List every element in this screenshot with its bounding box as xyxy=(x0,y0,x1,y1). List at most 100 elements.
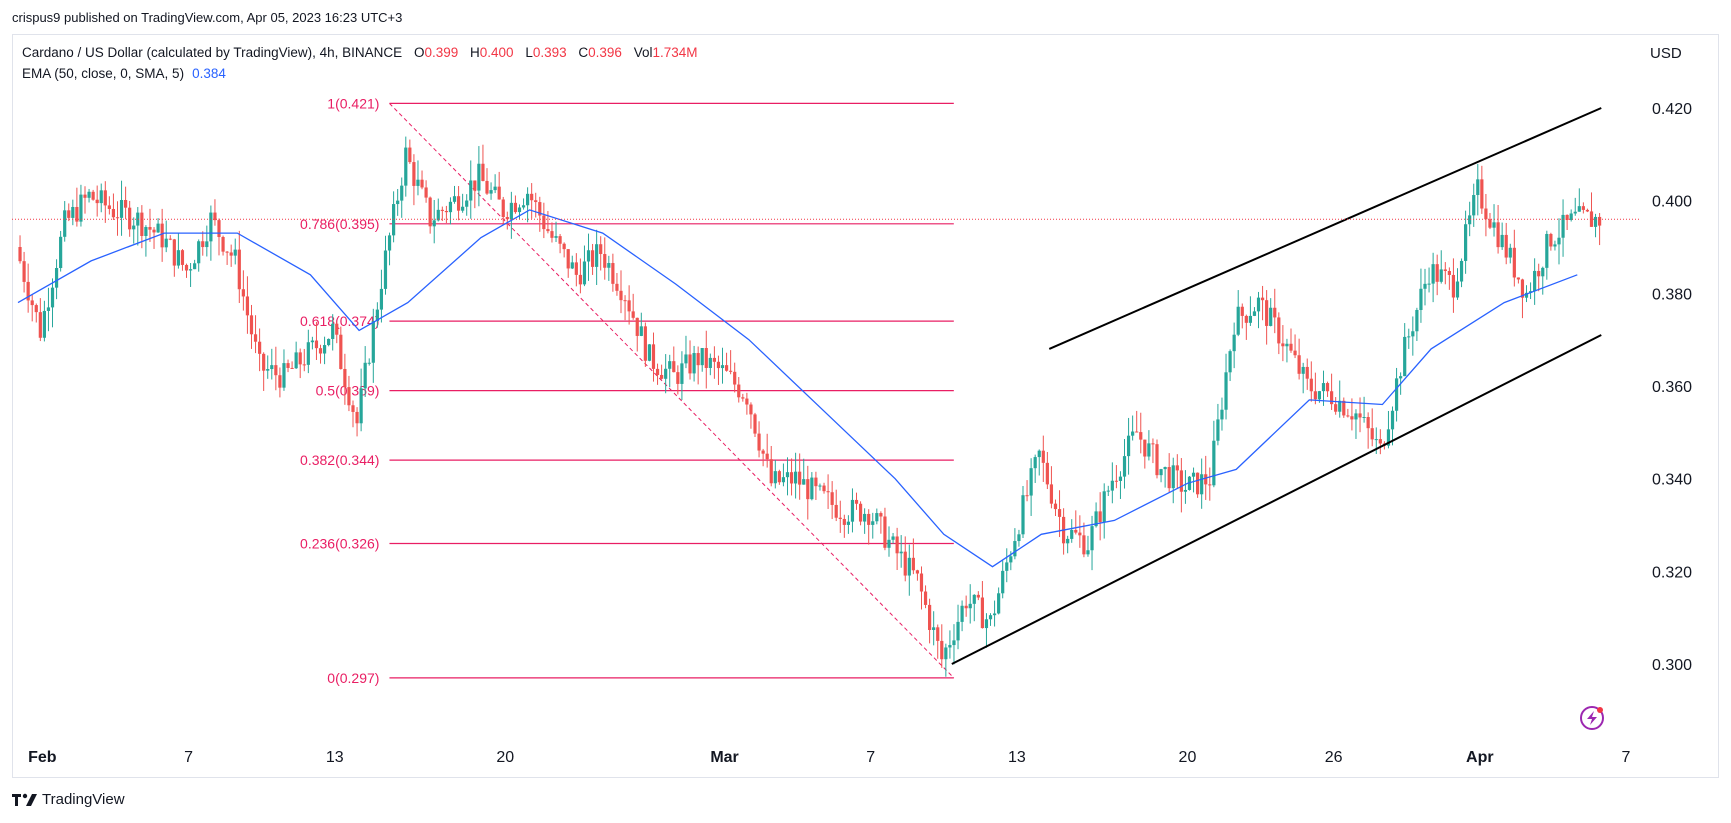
candle-body xyxy=(91,191,95,200)
fibonacci-retracement[interactable]: 1(0.421)0.786(0.395)0.618(0.374)0.5(0.35… xyxy=(300,95,955,686)
candle-body xyxy=(1407,336,1411,338)
candle-body xyxy=(988,615,993,620)
candle-body xyxy=(266,369,270,371)
candle-body xyxy=(1354,413,1358,420)
candle-body xyxy=(1386,429,1391,446)
channel-lower-line[interactable] xyxy=(951,334,1602,665)
candle-body xyxy=(1191,472,1196,477)
candle-body xyxy=(152,229,156,233)
candle-body xyxy=(1350,416,1354,420)
candle-body xyxy=(1200,474,1204,495)
candle-body xyxy=(233,249,237,256)
candle-body xyxy=(936,627,940,641)
candle-body xyxy=(1325,383,1330,392)
candle-body xyxy=(1285,343,1289,347)
candle-body xyxy=(948,645,952,648)
candle-body xyxy=(899,551,903,554)
candle-body xyxy=(932,627,936,630)
time-axis[interactable]: Feb 7 13 20 Mar 7 13 20 26 Apr 7 xyxy=(28,749,1630,766)
candle-body xyxy=(1464,224,1468,261)
candle-body xyxy=(132,225,136,230)
candle-body xyxy=(623,300,627,302)
candle-body xyxy=(582,261,587,285)
candle-body xyxy=(1309,378,1313,392)
candle-body xyxy=(262,353,266,371)
candle-body xyxy=(306,342,310,365)
candle-body xyxy=(1252,311,1257,316)
candle-body xyxy=(1009,556,1013,563)
candle-body xyxy=(631,311,635,318)
ema-series xyxy=(17,209,1578,568)
candle-body xyxy=(392,204,396,236)
candle-body xyxy=(964,605,968,609)
time-tick-label: 26 xyxy=(1325,749,1343,766)
candle-body xyxy=(209,212,213,242)
candle-body xyxy=(456,196,461,211)
time-tick-label: Feb xyxy=(28,749,57,766)
candle-body xyxy=(1082,535,1086,555)
candle-body xyxy=(1301,366,1305,374)
candle-body xyxy=(128,207,132,230)
candle-body xyxy=(773,471,777,484)
currency-label[interactable]: USD xyxy=(1650,45,1682,62)
candle-body xyxy=(1520,279,1525,298)
trend-channel[interactable] xyxy=(951,107,1602,665)
candle-body xyxy=(660,374,664,379)
candle-body xyxy=(1394,378,1399,411)
candle-body xyxy=(944,647,948,660)
candle-body xyxy=(497,186,501,200)
candle-body xyxy=(245,296,250,316)
candle-body xyxy=(651,344,656,369)
candle-body xyxy=(1573,211,1577,214)
fib-level-label: 0.382(0.344) xyxy=(300,452,379,468)
brand-name: TradingView xyxy=(42,791,125,808)
candle-body xyxy=(310,340,314,343)
symbol-legend[interactable]: Cardano / US Dollar (calculated by Tradi… xyxy=(22,45,698,60)
candle-body xyxy=(298,352,302,365)
replay-icon[interactable] xyxy=(1580,706,1604,730)
candle-body xyxy=(550,231,554,238)
candle-body xyxy=(42,310,46,338)
tradingview-logo-icon xyxy=(12,793,37,806)
candle-body xyxy=(412,162,416,186)
candle-body xyxy=(184,264,189,271)
candle-body xyxy=(802,479,806,485)
candle-body xyxy=(54,267,59,288)
candle-body xyxy=(883,516,887,548)
time-tick-label: 7 xyxy=(866,749,875,766)
candle-body xyxy=(396,200,400,205)
candle-body xyxy=(1017,534,1021,542)
time-tick-label: 7 xyxy=(184,749,193,766)
replay-icon-ring xyxy=(1580,706,1604,730)
candle-body xyxy=(99,190,103,204)
candle-body xyxy=(1581,206,1585,210)
price-axis[interactable]: 0.300 0.320 0.340 0.360 0.380 0.400 0.420 xyxy=(1652,101,1692,674)
candle-body xyxy=(160,223,164,248)
candle-body xyxy=(1439,269,1443,282)
ema-legend[interactable]: EMA (50, close, 0, SMA, 5) 0.384 xyxy=(22,66,226,81)
candle-body xyxy=(371,321,375,363)
candle-body xyxy=(1094,511,1098,527)
time-tick-label: 13 xyxy=(1008,749,1026,766)
chart-frame[interactable] xyxy=(12,34,1719,778)
volume-value: 1.734M xyxy=(652,45,698,60)
candle-body xyxy=(461,206,465,211)
candle-body xyxy=(810,477,814,500)
candle-body xyxy=(274,365,278,376)
candle-body xyxy=(1366,417,1370,429)
candle-body xyxy=(1139,432,1143,440)
tradingview-brand: TradingView xyxy=(12,791,125,808)
candle-body xyxy=(712,357,716,362)
candle-body xyxy=(469,180,473,201)
candle-body xyxy=(976,594,980,598)
channel-upper-line[interactable] xyxy=(1048,107,1602,350)
candle-body xyxy=(26,281,30,301)
candle-body xyxy=(1021,495,1025,535)
candle-body xyxy=(1216,419,1220,441)
candle-body xyxy=(180,250,185,265)
candle-body xyxy=(302,364,306,366)
candle-body xyxy=(111,208,116,218)
candle-body xyxy=(164,238,168,248)
candle-body xyxy=(347,387,351,406)
